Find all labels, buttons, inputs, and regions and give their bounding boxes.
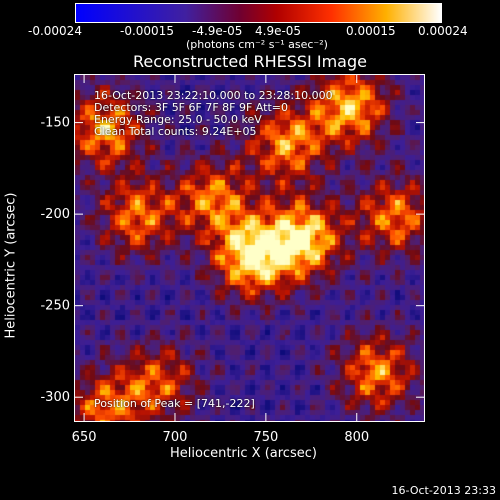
x-tick-label: 750 (253, 430, 278, 445)
y-tick-label: -250 (40, 299, 70, 314)
colorbar-tick-label: 0.00015 (346, 24, 396, 38)
colorbar-units: (photons cm⁻² s⁻¹ asec⁻²) (186, 38, 328, 51)
y-tick-label: -200 (40, 207, 70, 222)
info-energy-range: Energy Range: 25.0 - 50.0 keV (94, 113, 262, 126)
colorbar-tick-label: 0.00024 (418, 24, 468, 38)
peak-position-label: Position of Peak = [741,-222] (94, 397, 255, 410)
plot-area (74, 74, 425, 422)
x-axis-label: Heliocentric X (arcsec) (170, 446, 317, 461)
y-tick-label: -300 (40, 390, 70, 405)
y-tick-label: -150 (40, 116, 70, 131)
info-detectors: Detectors: 3F 5F 6F 7F 8F 9F Att=0 (94, 101, 288, 114)
colorbar-tick-label: -0.00015 (120, 24, 174, 38)
heatmap-image (75, 75, 424, 421)
x-tick-label: 800 (344, 430, 369, 445)
colorbar-tick-label: 4.9e-05 (255, 24, 302, 38)
info-time-range: 16-Oct-2013 23:22:10.000 to 23:28:10.000 (94, 89, 333, 102)
x-tick-label: 650 (72, 430, 97, 445)
colorbar-tick-label: -4.9e-05 (192, 24, 243, 38)
chart-title: Reconstructed RHESSI Image (133, 52, 367, 71)
x-tick-label: 700 (163, 430, 188, 445)
footer-timestamp: 16-Oct-2013 23:33 (391, 484, 496, 497)
colorbar (75, 3, 442, 23)
colorbar-tick-label: -0.00024 (28, 24, 82, 38)
y-axis-label: Heliocentric Y (arcsec) (3, 192, 19, 339)
info-counts: Clean Total counts: 9.24E+05 (94, 125, 257, 138)
